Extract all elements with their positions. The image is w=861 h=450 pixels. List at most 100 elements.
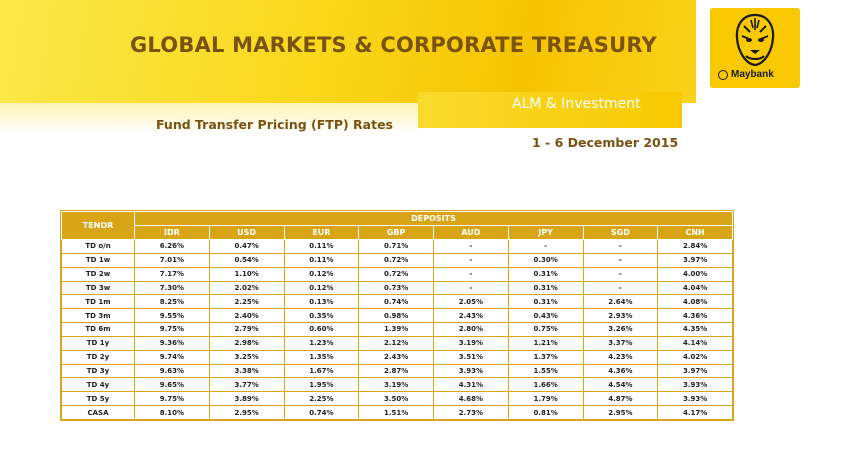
rate-cell-jpy: 0.81%: [507, 405, 584, 420]
rate-cell-idr: 9.74%: [134, 349, 210, 365]
rate-cell-cnh: 3.97%: [657, 363, 733, 379]
rate-cell-idr: 9.75%: [134, 391, 210, 407]
rate-cell-sgd: 4.54%: [582, 377, 659, 393]
currency-header-eur: EUR: [283, 225, 360, 240]
rate-cell-usd: 2.40%: [208, 308, 285, 324]
rate-cell-jpy: 1.21%: [507, 335, 584, 351]
rate-cell-jpy: 0.75%: [507, 322, 584, 337]
rate-cell-gbp: 0.98%: [358, 308, 434, 324]
ftp-rates-table: TENOR DEPOSITS IDR USD EUR GBP AUD JPY SGD CNH …: [60, 210, 734, 421]
rate-cell-sgd: 2.93%: [582, 308, 659, 324]
table-header-row-group: TENOR DEPOSITS: [61, 211, 733, 240]
rate-cell-eur: 0.74%: [283, 405, 360, 420]
tenor-cell: TD 1m: [61, 294, 135, 310]
currency-header-aud: AUD: [433, 225, 509, 240]
rate-cell-cnh: 4.17%: [657, 405, 733, 420]
tenor-cell: TD 1y: [61, 335, 135, 351]
rate-cell-usd: 2.02%: [208, 280, 285, 296]
rate-cell-usd: 0.47%: [208, 239, 285, 254]
rate-cell-usd: 3.77%: [208, 377, 285, 393]
rate-cell-eur: 0.13%: [283, 294, 360, 310]
tenor-cell: TD o/n: [61, 239, 135, 254]
rate-cell-eur: 0.35%: [283, 308, 360, 324]
table-row: TD 3m 9.55% 2.40% 0.35% 0.98% 2.43% 0.43% 2.93%…: [61, 308, 733, 324]
rate-cell-gbp: 2.43%: [358, 349, 434, 365]
rate-cell-aud: 2.43%: [433, 308, 509, 324]
rate-cell-cnh: 3.97%: [657, 252, 733, 268]
tiger-head-icon: [735, 13, 775, 67]
rate-cell-cnh: 4.14%: [657, 335, 733, 351]
rate-cell-idr: 6.26%: [134, 239, 210, 254]
rate-cell-usd: 2.95%: [208, 405, 285, 420]
table-row: TD 1y 9.36% 2.98% 1.23% 2.12% 3.19% 1.21% 3.37%…: [61, 335, 733, 351]
rate-cell-usd: 2.79%: [208, 322, 285, 337]
rate-cell-eur: 1.67%: [283, 363, 360, 379]
tenor-cell: TD 3w: [61, 280, 135, 296]
rate-cell-gbp: 0.71%: [358, 239, 434, 254]
rate-cell-jpy: 0.43%: [507, 308, 584, 324]
deposits-group-header: DEPOSITS: [134, 211, 733, 226]
rate-cell-aud: 2.80%: [433, 322, 509, 337]
rate-cell-gbp: 1.39%: [358, 322, 434, 337]
tenor-cell: TD 5y: [61, 391, 135, 407]
table-row: TD 6m 9.75% 2.79% 0.60% 1.39% 2.80% 0.75% 3.26%…: [61, 322, 733, 337]
rate-cell-usd: 0.54%: [208, 252, 285, 268]
logo-brand-text: Maybank: [731, 69, 774, 80]
rate-cell-sgd: -: [582, 280, 659, 296]
rate-cell-aud: 4.68%: [433, 391, 509, 407]
rate-cell-gbp: 1.51%: [358, 405, 434, 420]
currency-header-jpy: JPY: [507, 225, 584, 240]
rate-cell-eur: 1.23%: [283, 335, 360, 351]
rate-cell-gbp: 3.19%: [358, 377, 434, 393]
table-row: TD 1m 8.25% 2.25% 0.13% 0.74% 2.05% 0.31% 2.64%…: [61, 294, 733, 310]
currency-header-idr: IDR: [134, 225, 210, 240]
rate-cell-gbp: 2.87%: [358, 363, 434, 379]
rate-cell-cnh: 3.93%: [657, 377, 733, 393]
report-subtitle: Fund Transfer Pricing (FTP) Rates: [156, 117, 393, 132]
rate-cell-cnh: 2.84%: [657, 239, 733, 254]
rate-cell-idr: 7.17%: [134, 266, 210, 282]
rate-cell-aud: -: [433, 266, 509, 282]
rate-cell-usd: 2.98%: [208, 335, 285, 351]
rate-cell-gbp: 3.50%: [358, 391, 434, 407]
rate-cell-jpy: -: [507, 239, 584, 254]
rate-cell-usd: 3.38%: [208, 363, 285, 379]
rate-cell-usd: 1.10%: [208, 266, 285, 282]
rate-cell-sgd: -: [582, 252, 659, 268]
rate-cell-idr: 7.01%: [134, 252, 210, 268]
rate-cell-sgd: 2.64%: [582, 294, 659, 310]
rate-cell-eur: 0.12%: [283, 280, 360, 296]
currency-header-sgd: SGD: [582, 225, 659, 240]
rate-cell-sgd: 2.95%: [582, 405, 659, 420]
rate-cell-cnh: 4.08%: [657, 294, 733, 310]
tenor-cell: TD 1w: [61, 252, 135, 268]
rate-cell-aud: -: [433, 252, 509, 268]
table-row: TD 1w 7.01% 0.54% 0.11% 0.72% -0.30% -3.97%: [61, 252, 733, 268]
rate-cell-sgd: 3.26%: [582, 322, 659, 337]
table-header-row-currencies: IDR USD EUR GBP AUD JPY SGD CNH: [62, 225, 733, 240]
rate-cell-cnh: 4.35%: [657, 322, 733, 337]
rate-cell-aud: 2.05%: [433, 294, 509, 310]
date-range: 1 - 6 December 2015: [532, 135, 679, 150]
rate-cell-aud: 3.19%: [433, 335, 509, 351]
table-row: TD 2w 7.17% 1.10% 0.12% 0.72% -0.31% -4.00%: [61, 266, 733, 282]
table-row: TD 2y 9.74% 3.25% 1.35% 2.43% 3.51% 1.37% 4.23%…: [61, 349, 733, 365]
currency-header-gbp: GBP: [358, 225, 434, 240]
rate-cell-aud: 3.51%: [433, 349, 509, 365]
rate-cell-usd: 2.25%: [208, 294, 285, 310]
banner-fade: [0, 103, 420, 133]
rate-cell-eur: 0.11%: [283, 252, 360, 268]
tenor-column-header: TENOR: [61, 211, 135, 240]
maybank-mark-icon: [718, 69, 728, 80]
page-title: GLOBAL MARKETS & CORPORATE TREASURY: [130, 33, 657, 57]
rate-cell-sgd: 4.23%: [582, 349, 659, 365]
unit-label: ALM & Investment: [512, 96, 641, 112]
table-body: TD o/n 6.26% 0.47% 0.11% 0.71% - - -2.84% TD 1w 7…: [61, 239, 733, 420]
rate-cell-sgd: -: [582, 239, 659, 254]
unit-bar: [418, 92, 682, 128]
rate-cell-cnh: 3.93%: [657, 391, 733, 407]
logo-wordmark: Maybank: [718, 69, 774, 80]
tenor-cell: TD 3y: [61, 363, 135, 379]
rate-cell-eur: 1.35%: [283, 349, 360, 365]
rate-cell-idr: 9.36%: [134, 335, 210, 351]
